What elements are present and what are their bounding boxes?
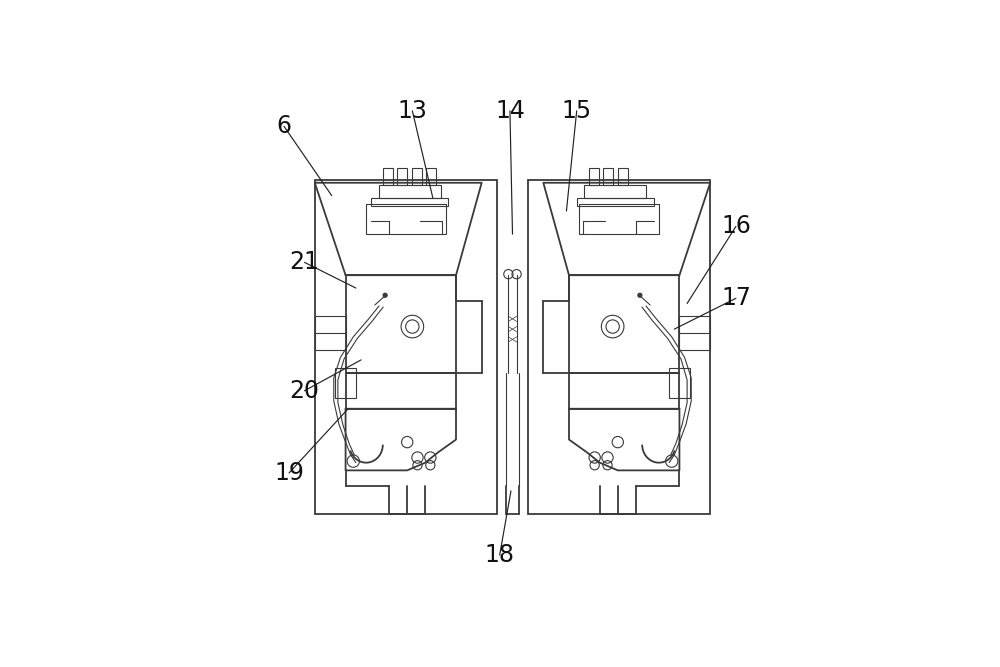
Circle shape — [638, 293, 642, 297]
Text: 13: 13 — [397, 99, 427, 123]
Bar — [603, 168, 613, 185]
Text: 17: 17 — [721, 286, 751, 310]
Bar — [669, 368, 690, 398]
Bar — [335, 368, 356, 398]
Bar — [315, 316, 346, 350]
Text: 18: 18 — [485, 543, 515, 567]
Bar — [569, 373, 679, 409]
Text: 21: 21 — [290, 250, 319, 274]
Bar — [577, 197, 654, 206]
Bar — [366, 204, 446, 234]
Bar — [383, 168, 393, 185]
Bar — [579, 204, 659, 234]
Bar — [346, 275, 456, 373]
Circle shape — [383, 293, 387, 297]
Bar — [528, 180, 710, 514]
Bar — [679, 316, 710, 350]
Bar — [346, 373, 456, 409]
Bar — [569, 275, 679, 373]
Text: 14: 14 — [495, 99, 525, 123]
Text: 16: 16 — [721, 214, 751, 238]
Bar — [371, 197, 448, 206]
Bar — [584, 185, 646, 198]
Bar — [397, 168, 407, 185]
Bar — [426, 168, 436, 185]
Text: 19: 19 — [274, 461, 304, 485]
Bar — [589, 168, 599, 185]
Text: 20: 20 — [289, 379, 319, 403]
Bar — [315, 180, 497, 514]
Bar — [379, 185, 441, 198]
Text: 15: 15 — [562, 99, 592, 123]
Bar — [412, 168, 422, 185]
Bar — [618, 168, 628, 185]
Text: 6: 6 — [276, 114, 291, 138]
